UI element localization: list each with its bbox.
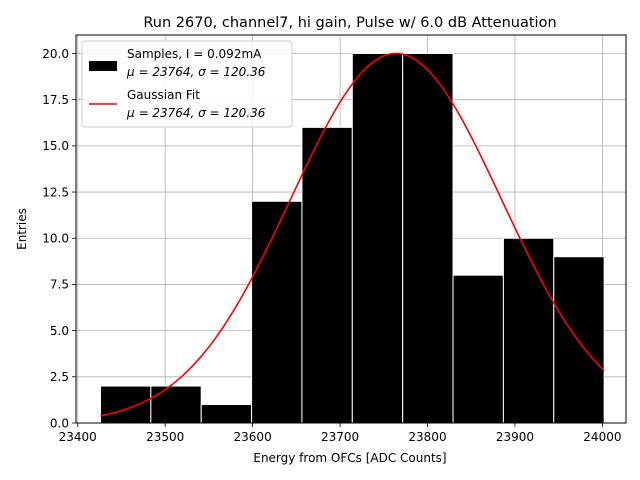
y-tick-label: 15.0 <box>42 139 69 153</box>
x-axis-ticks: 23400 23500 23600 23700 23800 23900 24000 <box>59 423 621 444</box>
y-tick-label: 20.0 <box>42 47 69 61</box>
histogram-bar <box>301 126 353 424</box>
y-tick-label: 12.5 <box>42 185 69 199</box>
y-tick-label: 7.5 <box>50 278 69 292</box>
histogram-bar <box>150 385 202 424</box>
legend-fit-label-line1: Gaussian Fit <box>127 88 200 102</box>
x-tick-label: 24000 <box>583 430 621 444</box>
y-axis-ticks: 0.0 2.5 5.0 7.5 10.0 12.5 15.0 17.5 20.0 <box>42 47 76 430</box>
x-tick-label: 23600 <box>234 430 272 444</box>
histogram-bar <box>402 52 454 424</box>
legend-box <box>81 40 293 128</box>
y-axis-label: Entries <box>15 208 29 250</box>
legend-samples-swatch <box>89 61 117 71</box>
histogram-bar <box>200 404 253 424</box>
histogram-bar <box>553 256 605 424</box>
x-tick-label: 23400 <box>59 430 97 444</box>
x-tick-label: 23800 <box>408 430 446 444</box>
histogram-bar <box>251 200 303 424</box>
legend-fit-label-line2: μ = 23764, σ = 120.36 <box>126 106 266 120</box>
legend: Samples, I = 0.092mA μ = 23764, σ = 120.… <box>81 40 293 128</box>
y-tick-label: 5.0 <box>50 324 69 338</box>
histogram-bar <box>99 385 152 424</box>
histogram-bar <box>351 52 404 424</box>
y-tick-label: 17.5 <box>42 93 69 107</box>
histogram-bar <box>452 274 504 424</box>
x-tick-label: 23700 <box>321 430 359 444</box>
chart-title: Run 2670, channel7, hi gain, Pulse w/ 6.… <box>143 15 556 31</box>
y-tick-label: 10.0 <box>42 232 69 246</box>
legend-samples-label-line1: Samples, I = 0.092mA <box>127 47 262 61</box>
legend-samples-label-line2: μ = 23764, σ = 120.36 <box>126 65 266 79</box>
y-tick-label: 0.0 <box>50 416 69 430</box>
y-tick-label: 2.5 <box>50 370 69 384</box>
histogram-bars <box>99 52 605 424</box>
x-tick-label: 23900 <box>496 430 534 444</box>
histogram-bar <box>502 237 555 424</box>
x-tick-label: 23500 <box>146 430 184 444</box>
x-axis-label: Energy from OFCs [ADC Counts] <box>253 451 446 465</box>
plot-frame <box>75 34 627 424</box>
gaussian-fit-line <box>100 52 605 417</box>
